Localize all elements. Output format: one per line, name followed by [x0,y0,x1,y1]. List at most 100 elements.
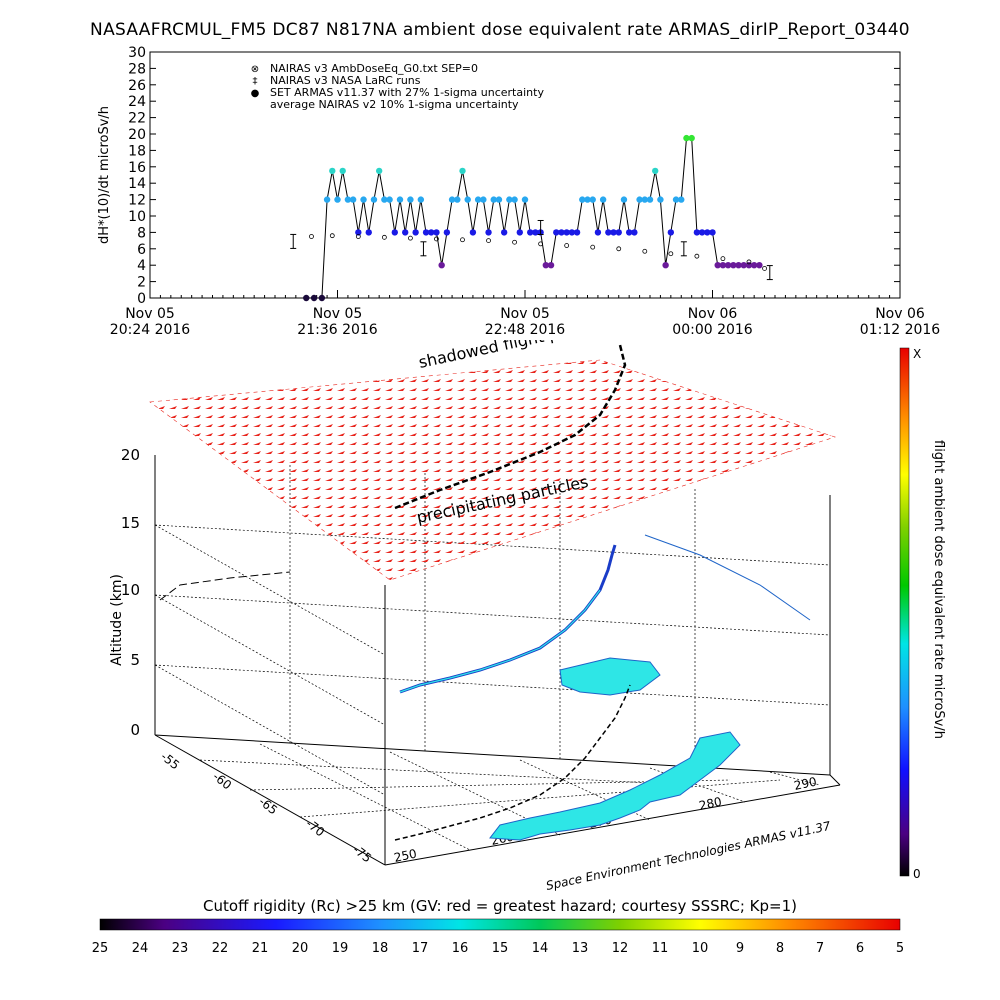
armas-point [370,196,378,203]
lat-tick-60: -60 [210,769,234,792]
colorbar-tick-label: 22 [212,941,229,956]
armas-point [516,229,523,236]
armas-point [396,196,404,203]
cutoff-rigidity-title: Cutoff rigidity (Rc) >25 km (GV: red = g… [203,897,797,915]
armas-point [709,229,716,236]
colorbar-tick-label: 16 [452,941,469,956]
armas-point [740,262,747,269]
armas-point [448,196,456,203]
armas-point [532,229,539,236]
armas-point [428,229,435,236]
armas-point [620,196,628,203]
armas-point [464,196,471,203]
armas-point [480,196,487,203]
nairas-series-points [309,233,767,271]
colorbar-label: flight ambient dose equivalent rate micr… [931,440,946,739]
armas-point [459,167,466,175]
armas-point [589,196,596,203]
armas-point [490,196,497,203]
armas-point [678,196,685,203]
nairas-point [616,246,622,252]
y-tick-label: 28 [128,61,146,77]
x-tick-label: 20:24 2016 [110,322,191,338]
armas-point [339,167,346,175]
lon-tick-280: 280 [698,794,723,812]
armas-point [412,229,419,236]
projected-path-line [644,534,811,621]
colorbar-ticks: 25 24 23 22 21 20 19 18 17 16 15 14 13 12 11 10 9 8 7 6 5 [92,941,904,956]
armas-point [652,167,659,175]
armas-point [349,196,357,203]
armas-point [375,167,383,175]
armas-point [443,229,451,236]
y-tick-label: 30 [128,45,146,61]
altitude-3d-plot: 0 5 10 15 20 Altitude (km) -55 -60 -65 -… [92,340,946,956]
credit-text: Space Environment Technologies ARMAS v11… [545,819,832,893]
armas-point [641,196,648,203]
y-tick-label: 26 [128,78,146,94]
colorbar-tick-label: 8 [776,941,784,956]
dose-rate-chart: dH*(10)/dt microSv/h 0246810121416182022… [97,45,940,338]
armas-point [704,229,711,236]
armas-point [511,196,518,203]
armas-point [469,229,477,236]
armas-point [360,196,367,203]
armas-point [667,229,675,236]
nairas-point [434,236,439,242]
y-tick-label: 14 [128,176,146,192]
armas-point [735,262,742,269]
nairas-point [564,243,570,248]
armas-point [407,196,414,203]
colorbar-tick-label: 12 [612,941,629,956]
colorbar-tick-label: 23 [172,941,189,956]
armas-point [474,196,482,203]
x-tick-label: 22:48 2016 [485,322,566,338]
armas-point [579,196,586,203]
colorbar-top-label: X [913,347,921,361]
armas-point [672,196,680,203]
y-tick-label: 12 [128,193,146,209]
armas-point [303,294,310,302]
legend-entry: NAIRAS v3 NASA LaRC runs [270,74,421,87]
armas-point [438,262,445,269]
armas-point [433,229,440,236]
shadow-path-left [159,571,291,601]
colorbar-tick-label: 6 [856,941,864,956]
armas-point [750,262,758,269]
armas-point [547,262,555,269]
armas-point [683,134,690,142]
colorbar-tick-label: 18 [372,941,389,956]
armas-point [646,196,654,203]
legend-entry: SET ARMAS v11.37 with 27% 1-sigma uncert… [270,86,544,99]
nairas-point [381,234,387,240]
y-tick-label: 24 [128,94,146,110]
flight-profile-highlight [399,589,601,693]
armas-point [568,229,576,236]
armas-point [334,196,341,203]
nairas-point [720,256,726,262]
antarctica-map [489,657,741,841]
armas-point [329,167,336,175]
armas-point [542,262,550,269]
colorbar-tick-label: 15 [492,941,509,956]
colorbar-tick-label: 13 [572,941,589,956]
armas-point [391,229,398,236]
armas-point [693,229,701,236]
armas-point [563,229,570,236]
y-tick-label: 18 [128,143,146,159]
y-tick-label: 6 [137,242,146,258]
x-tick-label: Nov 06 [688,306,738,322]
nairas-point [329,233,335,239]
lat-tick-70: -70 [303,816,327,839]
armas-point [454,196,461,203]
armas-point [485,229,492,236]
armas-point [584,196,591,203]
legend: ⊗ NAIRAS v3 AmbDoseEq_G0.txt SEP=0 ‡ NAIRAS… [251,62,545,111]
page-title: NASAAFRCMUL_FM5 DC87 N817NA ambient dose… [90,20,910,40]
y-tick-label: 2 [137,275,146,291]
colorbar-tick-label: 5 [896,941,904,956]
armas-point [615,229,622,236]
armas-point [386,196,393,203]
armas-series-points [303,134,763,302]
